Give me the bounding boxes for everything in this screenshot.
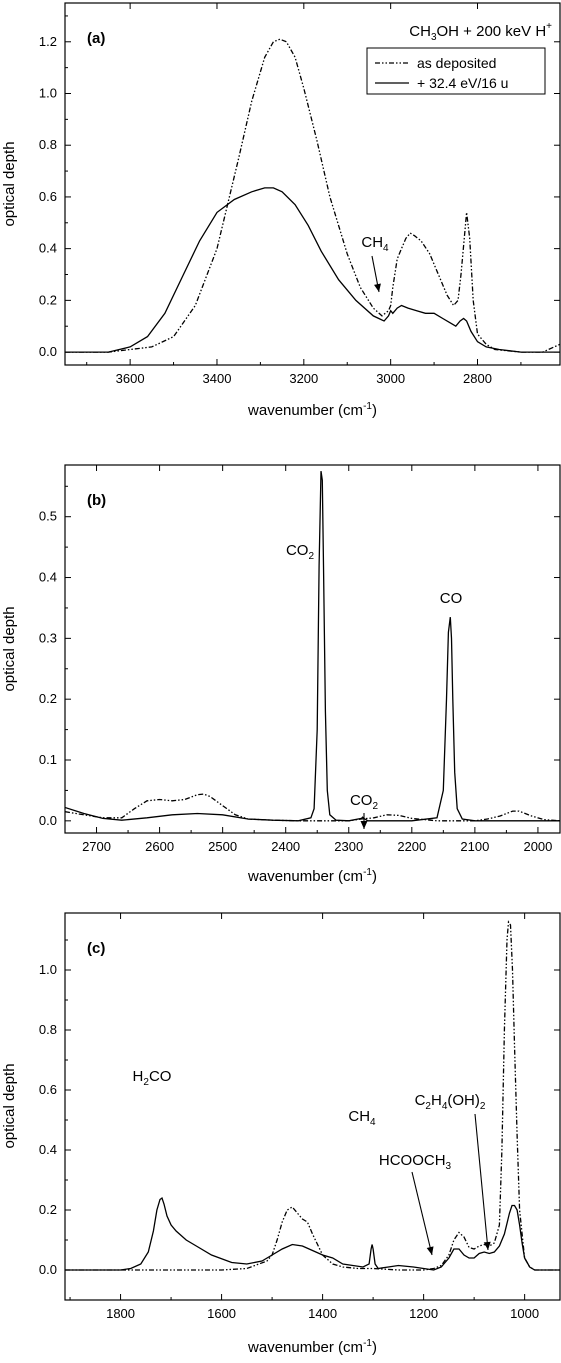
x-tick-label: 2000 xyxy=(523,839,552,854)
y-tick-label: 0.4 xyxy=(39,241,57,256)
y-tick-label: 0.6 xyxy=(39,1082,57,1097)
arrowhead xyxy=(374,283,381,292)
x-tick-label: 2100 xyxy=(460,839,489,854)
y-tick-label: 0.5 xyxy=(39,509,57,524)
y-tick-label: 0.0 xyxy=(39,344,57,359)
x-tick-label: 2400 xyxy=(271,839,300,854)
panel-label: (b) xyxy=(87,492,106,509)
series-line-as-deposited xyxy=(65,793,560,822)
annotation-label: C2H4(OH)2 xyxy=(415,1092,486,1112)
x-tick-label: 1400 xyxy=(308,1306,337,1321)
annotation-label: HCOOCH3 xyxy=(379,1152,452,1172)
panel-a: 3600 3400 3200 3000 2800 0.0 0.2 0.4 0.6 0.8 1.0 1.… xyxy=(1,2,561,419)
y-tick-label: 0.3 xyxy=(39,630,57,645)
x-tick-label: 2800 xyxy=(463,371,492,386)
x-tick-label: 2600 xyxy=(145,839,174,854)
x-tick-label: 2500 xyxy=(208,839,237,854)
x-tick-label: 3400 xyxy=(203,371,232,386)
y-tick-label: 0.4 xyxy=(39,1142,57,1157)
panel-label: (a) xyxy=(87,30,105,47)
series-line-as-deposited xyxy=(65,920,560,1271)
legend-entry: as deposited xyxy=(417,55,496,71)
series-line-irradiated xyxy=(65,471,560,822)
x-tick-label: 3000 xyxy=(376,371,405,386)
y-tick-label: 0.8 xyxy=(39,137,57,152)
series-line-as-deposited xyxy=(65,38,560,353)
series-line-irradiated xyxy=(65,187,560,353)
y-tick-label: 0.6 xyxy=(39,189,57,204)
x-tick-label: 1200 xyxy=(409,1306,438,1321)
y-axis-title: optical depth xyxy=(1,141,18,226)
arrowhead xyxy=(483,1241,491,1250)
y-tick-label: 0.2 xyxy=(39,292,57,307)
y-tick-label: 0.1 xyxy=(39,752,57,767)
x-tick-label: 3600 xyxy=(116,371,145,386)
legend: as deposited + 32.4 eV/16 u xyxy=(366,47,546,95)
x-axis-title: wavenumber (cm-1) xyxy=(247,1338,377,1356)
plot-frame xyxy=(64,464,561,834)
arrowhead xyxy=(426,1246,434,1255)
annotation-arrow xyxy=(411,1171,433,1256)
annotation-label: CO2 xyxy=(350,792,379,812)
arrowhead xyxy=(360,821,368,829)
y-tick-label: 1.2 xyxy=(39,34,57,49)
y-tick-label: 0.2 xyxy=(39,1202,57,1217)
x-tick-label: 1800 xyxy=(106,1306,135,1321)
chart-title: CH3OH + 200 keV H+ xyxy=(409,21,552,43)
panel-c: 1800 1600 1400 1200 1000 0.0 0.2 0.4 0.6 0.8 1.0 wa… xyxy=(1,912,561,1356)
y-axis-title: optical depth xyxy=(1,1063,18,1148)
legend-box xyxy=(366,47,546,95)
y-tick-label: 0.2 xyxy=(39,691,57,706)
y-tick-label: 1.0 xyxy=(39,962,57,977)
x-axis-title: wavenumber (cm-1) xyxy=(247,401,377,419)
y-tick-label: 0.4 xyxy=(39,570,57,585)
y-tick-label: 0.0 xyxy=(39,1262,57,1277)
x-tick-label: 2700 xyxy=(82,839,111,854)
x-tick-label: 2200 xyxy=(397,839,426,854)
panel-b: 2700 2600 2500 2400 2300 2200 2100 2000 0.0 0.1 0.… xyxy=(1,464,561,885)
x-tick-label: 1000 xyxy=(510,1306,539,1321)
plot-frame xyxy=(64,2,561,366)
y-tick-label: 0.8 xyxy=(39,1022,57,1037)
legend-entry: + 32.4 eV/16 u xyxy=(417,75,508,91)
x-axis-title: wavenumber (cm-1) xyxy=(247,867,377,885)
plot-frame xyxy=(64,912,561,1301)
x-tick-label: 2300 xyxy=(334,839,363,854)
annotation-label: CO2 xyxy=(286,542,315,562)
x-tick-label: 1600 xyxy=(207,1306,236,1321)
y-tick-label: 0.0 xyxy=(39,813,57,828)
series-line-irradiated xyxy=(65,1196,560,1271)
x-tick-label: 3200 xyxy=(289,371,318,386)
annotation-label: CO xyxy=(440,590,463,607)
annotation-label: CH4 xyxy=(348,1108,376,1128)
annotation-arrow xyxy=(474,1113,489,1251)
annotation-label: CH4 xyxy=(361,234,389,254)
y-axis-title: optical depth xyxy=(1,606,18,691)
panel-label: (c) xyxy=(87,940,105,957)
annotation-label: H2CO xyxy=(133,1068,172,1088)
y-tick-label: 1.0 xyxy=(39,86,57,101)
